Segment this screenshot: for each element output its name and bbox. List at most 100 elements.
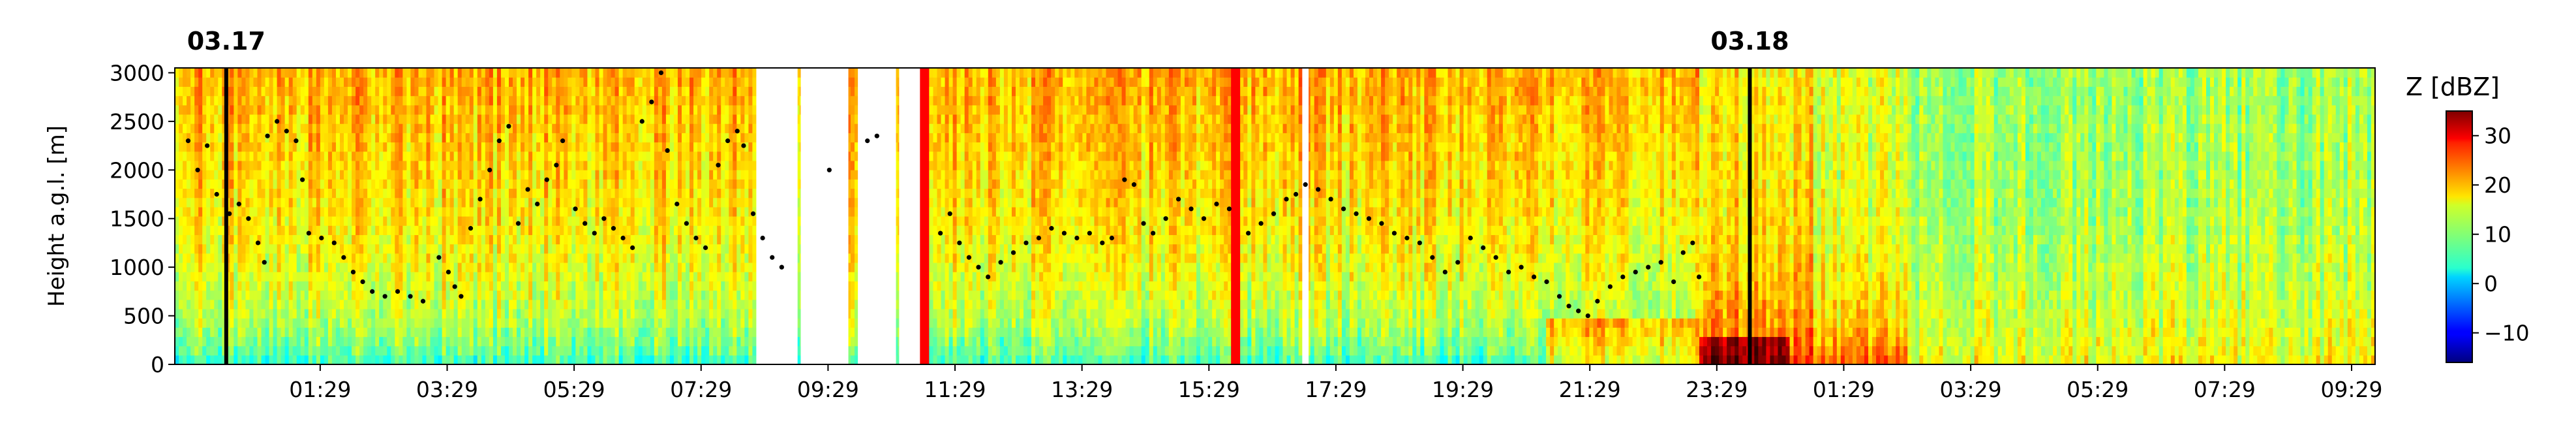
heatmap-cell	[426, 77, 431, 87]
heatmap-cell	[591, 234, 596, 245]
heatmap-cell	[717, 77, 721, 87]
heatmap-cell	[740, 188, 745, 199]
heatmap-cell	[356, 95, 360, 106]
heatmap-cell	[320, 188, 325, 199]
heatmap-cell	[316, 327, 321, 338]
heatmap-cell	[280, 179, 286, 189]
heatmap-cell	[249, 133, 254, 143]
heatmap-cell	[457, 345, 462, 356]
heatmap-cell	[477, 216, 482, 226]
heatmap-cell	[634, 179, 639, 189]
heatmap-cell	[697, 179, 702, 189]
heatmap-cell	[713, 327, 718, 338]
heatmap-cell	[218, 170, 222, 180]
heatmap-cell	[736, 142, 741, 152]
heatmap-cell	[709, 290, 714, 300]
heatmap-cell	[218, 327, 222, 338]
heatmap-cell	[331, 262, 337, 272]
heatmap-cell	[183, 272, 187, 281]
heatmap-cell	[611, 188, 616, 199]
heatmap-cell	[673, 355, 678, 364]
heatmap-cell	[300, 68, 305, 78]
heatmap-cell	[399, 327, 403, 338]
heatmap-cell	[677, 95, 682, 106]
heatmap-cell	[316, 262, 321, 272]
heatmap-cell	[548, 290, 553, 300]
heatmap-cell	[312, 95, 317, 106]
heatmap-cell	[296, 151, 301, 161]
heatmap-cell	[241, 114, 247, 124]
heatmap-cell	[607, 188, 612, 199]
heatmap-cell	[461, 104, 466, 115]
heatmap-cell	[327, 345, 333, 356]
heatmap-cell	[681, 336, 686, 347]
heatmap-cell	[273, 355, 278, 364]
heatmap-cell	[457, 299, 462, 310]
heatmap-cell	[230, 336, 234, 347]
heatmap-cell	[681, 216, 686, 226]
heatmap-cell	[210, 234, 215, 245]
heatmap-cell	[744, 197, 749, 208]
heatmap-cell	[485, 299, 490, 310]
heatmap-cell	[344, 355, 348, 364]
heatmap-cell	[222, 290, 226, 300]
heatmap-cell	[587, 114, 592, 124]
heatmap-cell	[402, 355, 407, 364]
heatmap-cell	[249, 123, 254, 133]
heatmap-cell	[473, 234, 478, 245]
heatmap-cell	[198, 197, 203, 208]
heatmap-cell	[697, 290, 702, 300]
heatmap-cell	[564, 197, 568, 208]
heatmap-cell	[222, 244, 226, 254]
heatmap-cell	[626, 225, 631, 235]
heatmap-cell	[504, 77, 509, 87]
heatmap-cell	[654, 262, 659, 272]
heatmap-cell	[187, 290, 191, 300]
heatmap-cell	[383, 281, 387, 291]
heatmap-cell	[477, 225, 482, 235]
heatmap-cell	[280, 160, 286, 170]
heatmap-cell	[473, 299, 478, 310]
heatmap-cell	[414, 151, 419, 161]
heatmap-cell	[241, 225, 247, 235]
heatmap-cell	[638, 327, 643, 338]
heatmap-cell	[288, 86, 294, 97]
heatmap-cell	[650, 355, 655, 364]
heatmap-cell	[736, 188, 741, 199]
heatmap-cell	[308, 308, 313, 319]
heatmap-cell	[669, 68, 674, 78]
heatmap-cell	[406, 216, 411, 226]
heatmap-cell	[560, 197, 564, 208]
heatmap-cell	[210, 197, 215, 208]
heatmap-cell	[406, 272, 411, 281]
heatmap-cell	[410, 160, 416, 170]
heatmap-cell	[607, 197, 612, 208]
heatmap-cell	[508, 114, 513, 124]
heatmap-cell	[348, 142, 352, 152]
heatmap-cell	[257, 104, 262, 115]
heatmap-cell	[564, 160, 568, 170]
heatmap-cell	[733, 77, 737, 87]
heatmap-cell	[591, 151, 596, 161]
heatmap-cell	[686, 299, 690, 310]
heatmap-cell	[339, 299, 344, 310]
heatmap-cell	[611, 77, 616, 87]
heatmap-cell	[410, 114, 416, 124]
heatmap-cell	[434, 170, 439, 180]
heatmap-cell	[583, 272, 588, 281]
heatmap-cell	[669, 114, 674, 124]
heatmap-cell	[748, 114, 753, 124]
heatmap-cell	[500, 160, 506, 170]
heatmap-cell	[697, 114, 702, 124]
heatmap-cell	[331, 68, 337, 78]
heatmap-cell	[465, 272, 470, 281]
heatmap-cell	[599, 355, 604, 364]
heatmap-cell	[524, 86, 529, 97]
heatmap-cell	[222, 336, 226, 347]
heatmap-cell	[245, 281, 250, 291]
heatmap-cell	[198, 151, 203, 161]
heatmap-cell	[359, 160, 364, 170]
heatmap-cell	[284, 86, 290, 97]
heatmap-cell	[457, 272, 462, 281]
heatmap-cell	[469, 336, 474, 347]
